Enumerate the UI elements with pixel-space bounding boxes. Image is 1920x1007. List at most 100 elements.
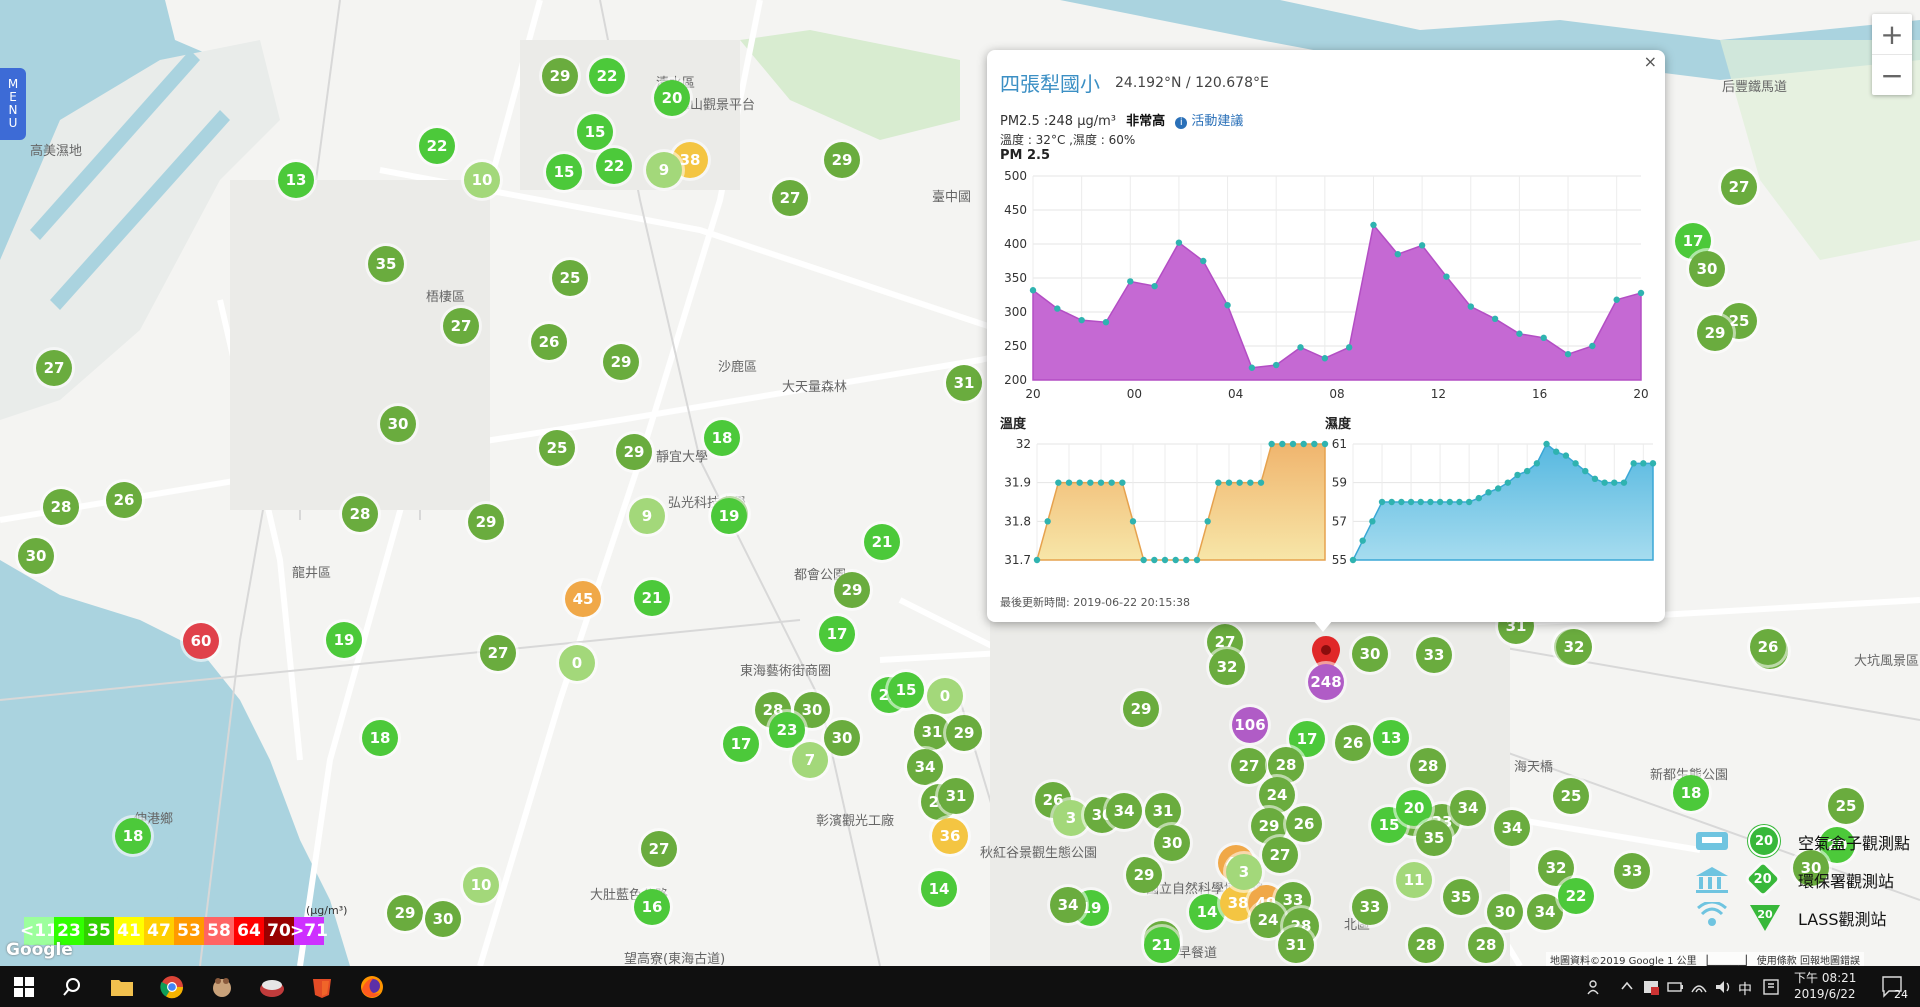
station-marker[interactable]: 22 <box>1558 878 1594 914</box>
station-marker[interactable]: 28 <box>1468 927 1504 963</box>
station-marker[interactable]: 30 <box>1352 636 1388 672</box>
app-icon[interactable] <box>206 971 238 1003</box>
zoom-out-button[interactable]: − <box>1872 54 1912 95</box>
chrome-icon[interactable] <box>156 971 188 1003</box>
file-explorer-icon[interactable] <box>106 971 138 1003</box>
clock-date[interactable]: 2019/6/22 <box>1794 987 1856 1001</box>
legend-lass[interactable]: 20 LASS觀測站 <box>1690 900 1920 936</box>
station-marker[interactable]: 29 <box>1126 857 1162 893</box>
station-marker[interactable]: 30 <box>380 406 416 442</box>
app-icon[interactable] <box>256 971 288 1003</box>
station-marker[interactable]: 3 <box>1053 800 1089 836</box>
station-marker[interactable]: 32 <box>1556 629 1592 665</box>
station-marker[interactable]: 16 <box>634 889 670 925</box>
station-marker[interactable]: 10 <box>464 162 500 198</box>
station-marker[interactable]: 25 <box>539 430 575 466</box>
station-marker[interactable]: 22 <box>589 58 625 94</box>
map-canvas[interactable]: 清水區 鰲峰山觀景平台 梧棲區 沙鹿區 靜宜大學 弘光科技大學 龍井區 都會公園… <box>0 0 1920 966</box>
station-marker[interactable]: 14 <box>1189 894 1225 930</box>
station-marker[interactable]: 7 <box>792 742 828 778</box>
station-marker[interactable]: 36 <box>932 818 968 854</box>
station-marker[interactable]: 30 <box>1487 894 1523 930</box>
station-marker[interactable]: 33 <box>1416 637 1452 673</box>
ime-indicator[interactable]: 中 <box>1738 982 1752 998</box>
station-marker[interactable]: 45 <box>565 581 601 617</box>
station-marker[interactable]: 18 <box>115 818 151 854</box>
station-marker[interactable]: 29 <box>542 58 578 94</box>
station-marker[interactable]: 19 <box>711 498 747 534</box>
clock-time[interactable]: 下午 08:21 <box>1794 971 1857 985</box>
station-marker[interactable]: 27 <box>1262 837 1298 873</box>
station-marker[interactable]: 29 <box>616 434 652 470</box>
station-marker[interactable]: 29 <box>1123 691 1159 727</box>
station-marker[interactable]: 29 <box>1697 315 1733 351</box>
station-marker[interactable]: 34 <box>1527 894 1563 930</box>
station-marker[interactable]: 9 <box>646 152 682 188</box>
station-marker[interactable]: 27 <box>772 180 808 216</box>
station-marker[interactable]: 14 <box>921 871 957 907</box>
station-marker[interactable]: 22 <box>419 128 455 164</box>
station-marker[interactable]: 24 <box>1259 777 1295 813</box>
station-marker[interactable]: 15 <box>888 672 924 708</box>
station-marker[interactable]: 13 <box>1373 720 1409 756</box>
station-marker[interactable]: 31 <box>946 365 982 401</box>
station-marker[interactable]: 28 <box>43 489 79 525</box>
station-marker[interactable]: 31 <box>1145 793 1181 829</box>
station-marker[interactable]: 26 <box>531 324 567 360</box>
station-marker[interactable]: 106 <box>1232 707 1268 743</box>
station-marker[interactable]: 29 <box>468 504 504 540</box>
station-marker[interactable]: 32 <box>1209 649 1245 685</box>
station-marker[interactable]: 0 <box>927 678 963 714</box>
station-marker[interactable]: 17 <box>819 616 855 652</box>
legend-epa[interactable]: 20 環保署觀測站 <box>1690 862 1920 898</box>
station-marker[interactable]: 29 <box>946 715 982 751</box>
station-marker[interactable]: 28 <box>1408 927 1444 963</box>
station-marker[interactable]: 26 <box>1335 725 1371 761</box>
search-icon[interactable] <box>56 971 88 1003</box>
station-marker[interactable]: 34 <box>1494 810 1530 846</box>
station-marker[interactable]: 38 <box>1220 885 1256 921</box>
station-marker[interactable]: 15 <box>546 154 582 190</box>
station-marker[interactable]: 29 <box>387 895 423 931</box>
station-marker[interactable]: 13 <box>278 162 314 198</box>
station-marker[interactable]: 26 <box>106 482 142 518</box>
station-marker[interactable]: 27 <box>1721 169 1757 205</box>
station-marker[interactable]: 30 <box>1793 850 1829 886</box>
station-marker[interactable]: 21 <box>634 580 670 616</box>
battery-icon[interactable] <box>1666 978 1684 996</box>
station-marker[interactable]: 34 <box>1050 887 1086 923</box>
station-marker[interactable]: 35 <box>1416 820 1452 856</box>
station-marker[interactable]: 17 <box>723 726 759 762</box>
station-marker[interactable]: 29 <box>834 572 870 608</box>
station-marker[interactable]: 27 <box>480 635 516 671</box>
app-icon[interactable] <box>306 971 338 1003</box>
station-marker[interactable]: 18 <box>1673 775 1709 811</box>
keyboard-icon[interactable] <box>1762 978 1780 996</box>
station-marker[interactable]: 35 <box>1443 879 1479 915</box>
station-marker[interactable]: 26 <box>1286 806 1322 842</box>
station-marker[interactable]: 20 <box>654 80 690 116</box>
station-marker[interactable]: 21 <box>1144 927 1180 963</box>
station-marker[interactable]: 21 <box>864 524 900 560</box>
station-marker[interactable]: 33 <box>1614 853 1650 889</box>
station-marker[interactable]: 30 <box>1154 825 1190 861</box>
legend-airbox[interactable]: 20 空氣盒子觀測點 <box>1690 824 1920 860</box>
info-icon[interactable]: i <box>1175 117 1188 129</box>
station-marker[interactable]: 35 <box>368 246 404 282</box>
station-marker[interactable]: 60 <box>183 623 219 659</box>
selected-station-marker[interactable]: 248 <box>1308 664 1344 700</box>
security-icon[interactable] <box>1642 978 1660 996</box>
station-marker[interactable]: 33 <box>1352 889 1388 925</box>
station-marker[interactable]: 3 <box>1226 854 1262 890</box>
station-marker[interactable]: 9 <box>629 498 665 534</box>
station-marker[interactable]: 25 <box>1553 778 1589 814</box>
wifi-icon[interactable] <box>1690 978 1708 996</box>
station-marker[interactable]: 31 <box>1278 927 1314 963</box>
station-marker[interactable]: 34 <box>907 749 943 785</box>
close-icon[interactable]: × <box>1643 52 1657 71</box>
station-marker[interactable]: 23 <box>769 712 805 748</box>
station-marker[interactable]: 31 <box>938 778 974 814</box>
firefox-icon[interactable] <box>356 971 388 1003</box>
station-marker[interactable]: 20 <box>1396 790 1432 826</box>
station-marker[interactable]: 30 <box>18 538 54 574</box>
